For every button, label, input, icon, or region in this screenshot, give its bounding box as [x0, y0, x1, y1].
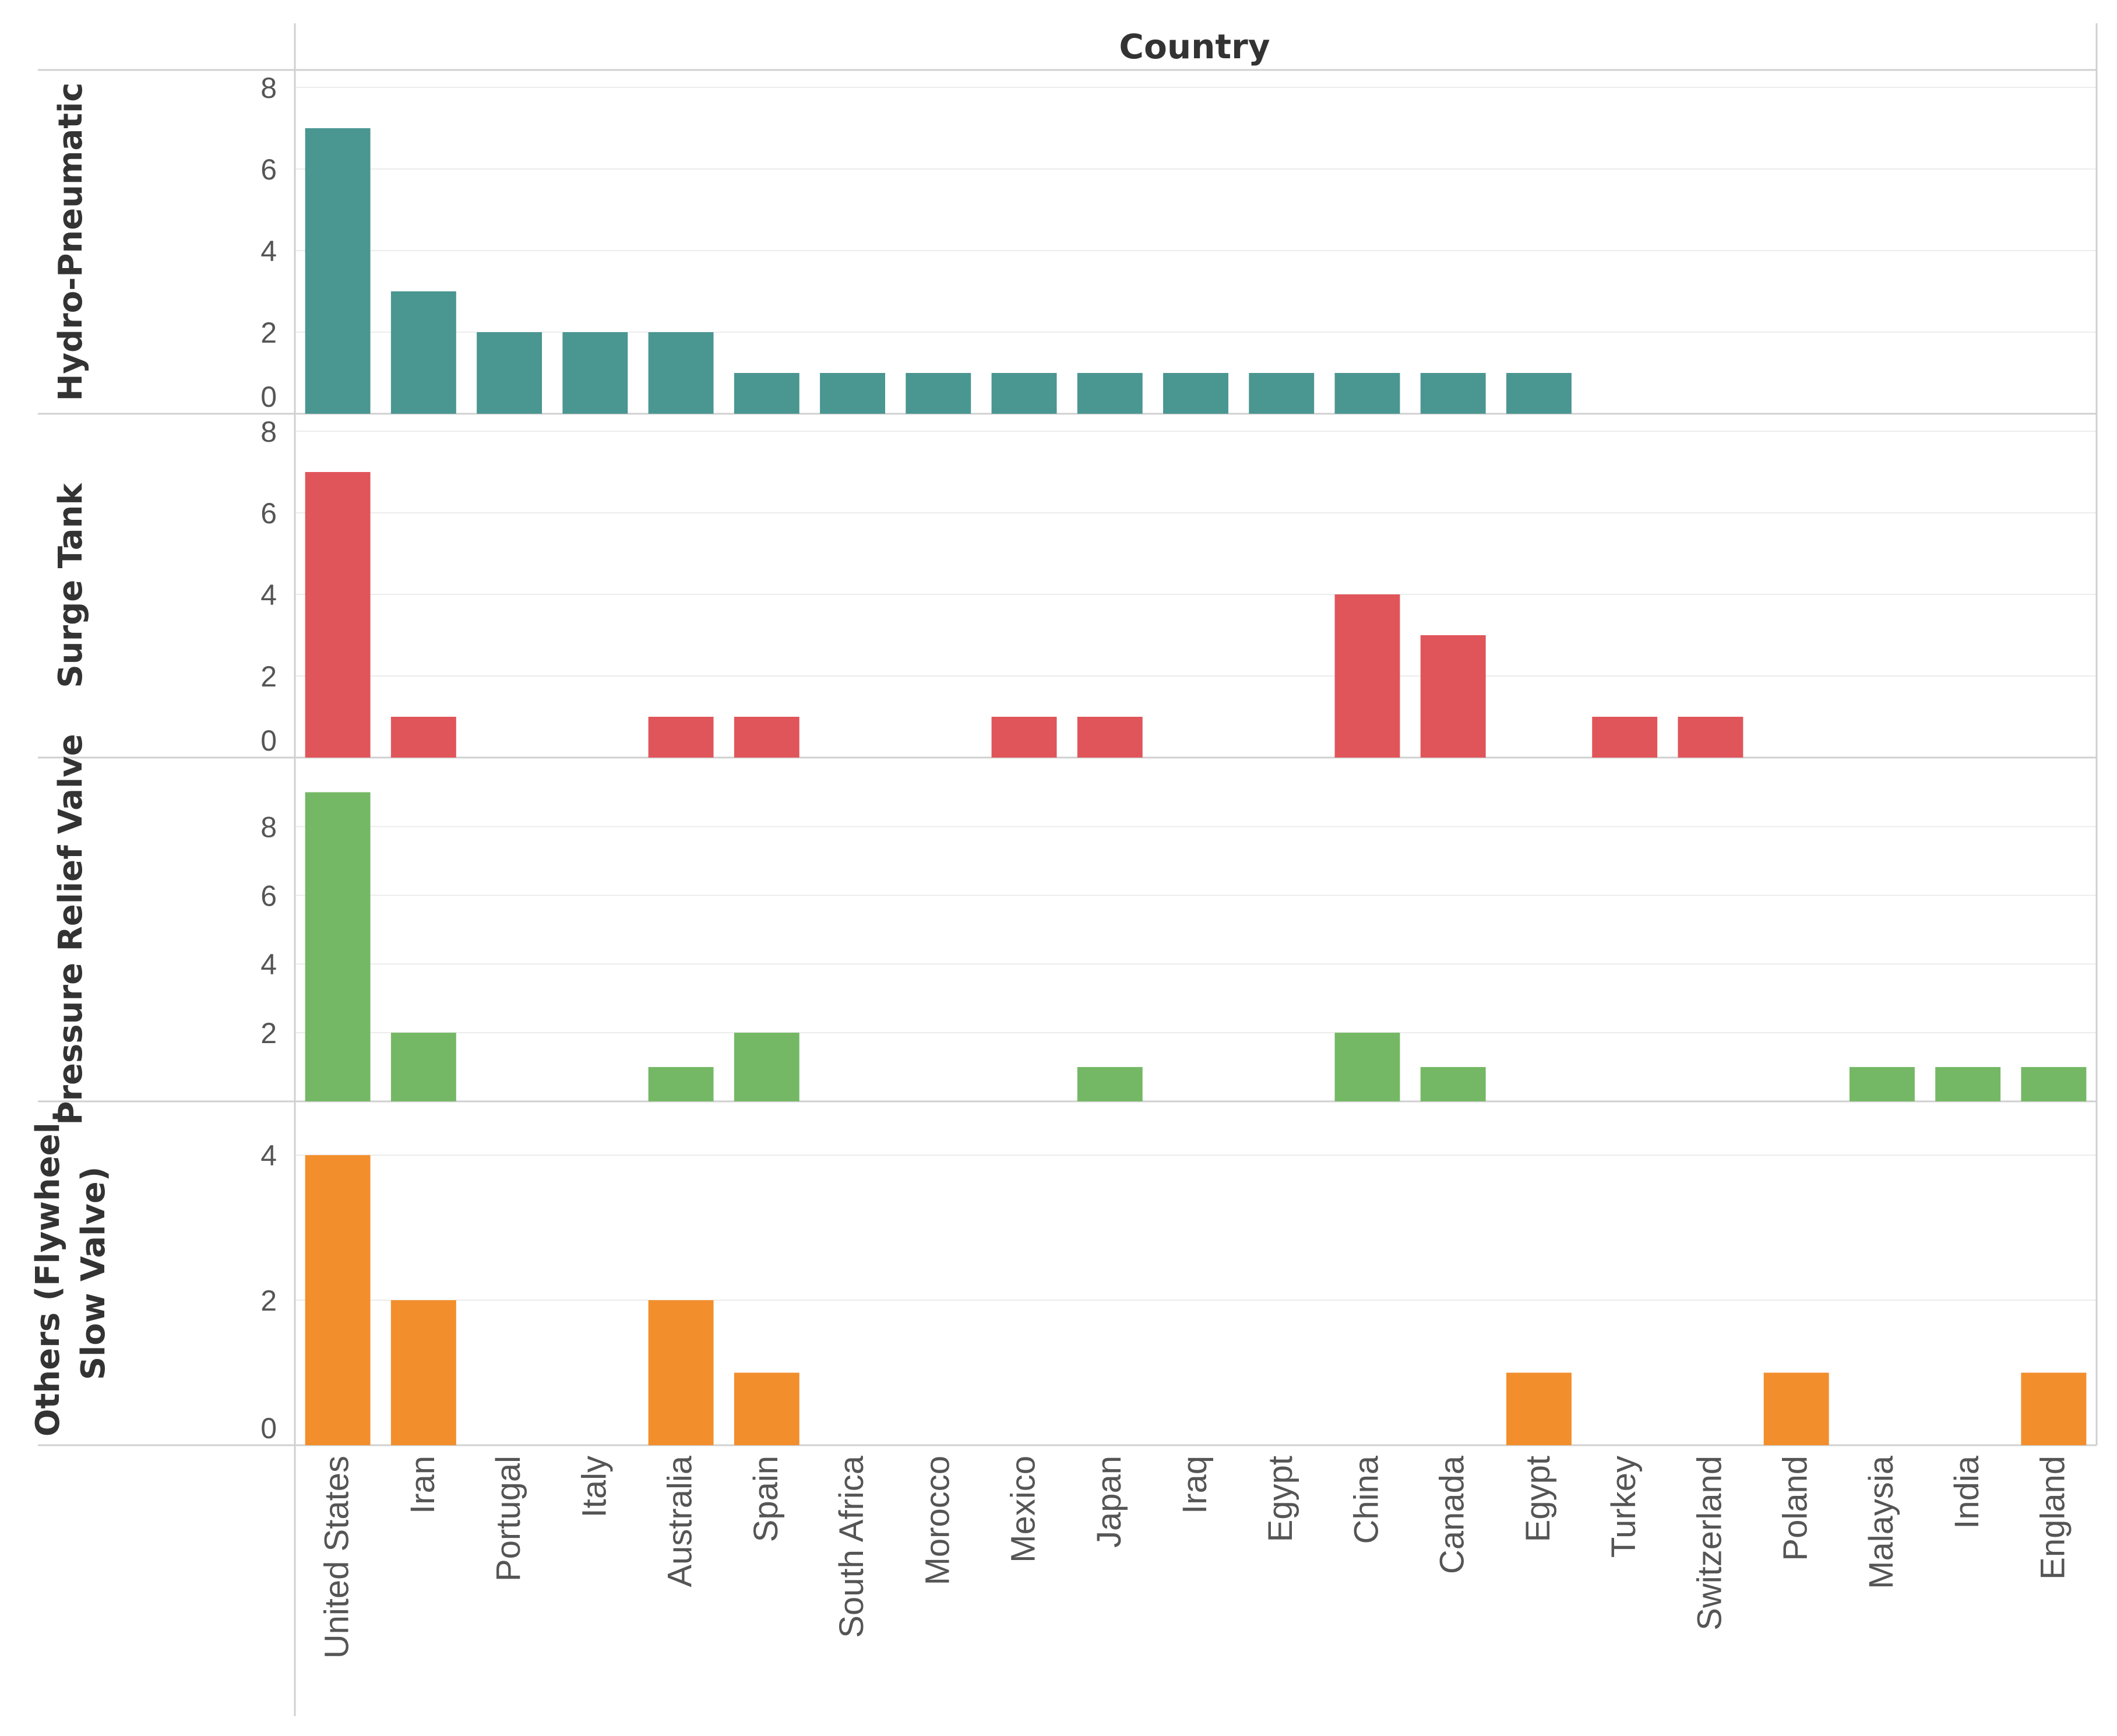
x-category-label: Canada	[1433, 1455, 1471, 1574]
bar	[1334, 1033, 1400, 1101]
bar	[305, 128, 371, 414]
bar	[477, 332, 543, 414]
bar	[1077, 1067, 1143, 1101]
y-tick-label: 6	[260, 153, 277, 186]
gridlines	[295, 87, 2097, 1301]
x-category-label: Portugal	[489, 1456, 527, 1582]
bar	[1506, 1372, 1572, 1445]
x-category-label: Malaysia	[1862, 1455, 1900, 1589]
x-category-label: Morocco	[918, 1456, 956, 1585]
x-category-label: Turkey	[1605, 1456, 1643, 1558]
bar	[1763, 1372, 1829, 1445]
bar	[648, 332, 714, 414]
bar	[305, 472, 371, 758]
y-tick-label: 2	[260, 1284, 277, 1317]
column-header: Country	[1119, 27, 1270, 66]
y-tick-label: 0	[260, 1412, 277, 1445]
bar	[562, 332, 628, 414]
x-category-label: Egypt	[1262, 1456, 1299, 1542]
bars	[305, 128, 2087, 1445]
row-labels: Hydro-Pneumatic Surge Tank Pressure Relief…	[29, 83, 112, 1437]
bar	[820, 373, 885, 414]
bar	[1420, 1067, 1486, 1101]
bar	[305, 1155, 371, 1445]
y-tick-label: 8	[260, 415, 277, 448]
x-category-label: Mexico	[1005, 1456, 1042, 1563]
row-label: Hydro-Pneumatic	[52, 83, 90, 402]
bar	[390, 717, 456, 758]
bar	[1506, 373, 1572, 414]
bar	[390, 1033, 456, 1101]
bar	[1420, 373, 1486, 414]
y-tick-label: 8	[260, 811, 277, 843]
y-tick-label: 6	[260, 879, 277, 912]
x-category-label: India	[1948, 1455, 1986, 1529]
bar	[734, 1372, 799, 1445]
bar	[1077, 717, 1143, 758]
x-category-label: Egypt	[1519, 1456, 1557, 1542]
bar	[390, 291, 456, 414]
bar	[648, 1300, 714, 1445]
chart-frame	[38, 23, 2098, 1716]
bar	[906, 373, 971, 414]
x-category-label: South Africa	[833, 1455, 871, 1638]
bar	[1849, 1067, 1915, 1101]
x-category-label: Spain	[747, 1456, 785, 1542]
y-tick-label: 8	[260, 72, 277, 104]
bar	[305, 792, 371, 1101]
x-category-label: Italy	[575, 1456, 613, 1517]
y-tick-label: 4	[260, 1139, 277, 1172]
bar	[1592, 717, 1658, 758]
bar	[1249, 373, 1315, 414]
row-label: Pressure Relief Valve	[52, 734, 90, 1125]
y-tick-label: 2	[260, 1017, 277, 1050]
bar	[648, 717, 714, 758]
x-category-label: Iraq	[1176, 1456, 1214, 1514]
bar	[991, 717, 1057, 758]
x-category-label: Switzerland	[1690, 1456, 1728, 1631]
x-category-label: Japan	[1090, 1456, 1128, 1548]
x-category-label: United States	[318, 1456, 356, 1658]
x-category-label: Iran	[404, 1456, 442, 1514]
x-category-label: China	[1347, 1455, 1385, 1544]
bar	[1163, 373, 1228, 414]
x-category-label: Australia	[661, 1455, 699, 1587]
bar	[734, 717, 799, 758]
y-tick-label: 6	[260, 497, 277, 530]
y-tick-label: 2	[260, 660, 277, 693]
x-axis-category-labels: United States Iran Portugal Italy Australia S…	[318, 1455, 2072, 1658]
bar	[2021, 1372, 2087, 1445]
bar	[1935, 1067, 2001, 1101]
bar	[1077, 373, 1143, 414]
x-category-label: Poland	[1777, 1456, 1815, 1561]
y-tick-label: 4	[260, 235, 277, 267]
bar	[2021, 1067, 2087, 1101]
bar	[734, 373, 799, 414]
row-label: Surge Tank	[52, 483, 90, 688]
bar	[648, 1067, 714, 1101]
row-label: Others (Flywheel,	[29, 1110, 67, 1436]
bar	[991, 373, 1057, 414]
bar	[390, 1300, 456, 1445]
y-tick-label: 4	[260, 579, 277, 611]
bar	[1334, 373, 1400, 414]
row-label: Slow Valve)	[75, 1167, 112, 1381]
y-tick-label: 0	[260, 724, 277, 757]
bar	[734, 1033, 799, 1101]
y-tick-label: 2	[260, 316, 277, 349]
bar	[1420, 635, 1486, 758]
y-tick-label: 4	[260, 948, 277, 981]
y-tick-label: 0	[260, 381, 277, 413]
bar	[1334, 594, 1400, 758]
bar	[1678, 717, 1743, 758]
x-category-label: England	[2034, 1456, 2072, 1580]
